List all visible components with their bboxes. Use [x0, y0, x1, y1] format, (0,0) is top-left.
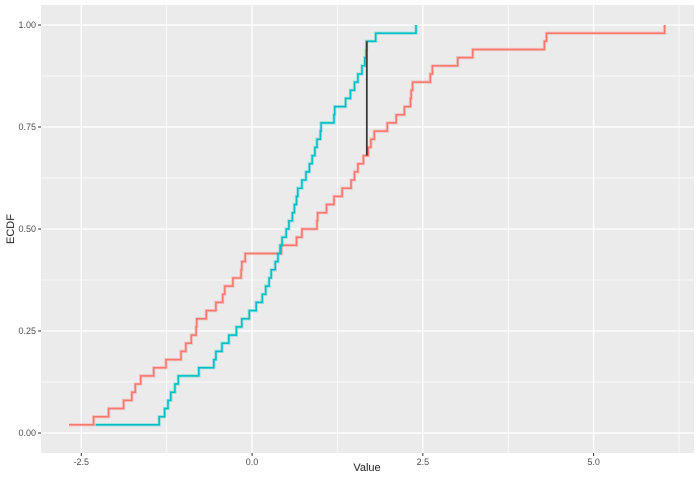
y-tick-label: 0.25 — [18, 326, 36, 336]
x-tick-label: 2.5 — [417, 457, 430, 467]
major-gridlines — [41, 5, 694, 453]
ecdf-step-lines — [69, 25, 667, 427]
y-tick-label: 0.75 — [18, 122, 36, 132]
x-tick-label: 5.0 — [587, 457, 600, 467]
ecdf-line-sample-1 — [69, 25, 666, 426]
ecdf-line-sample-2 — [95, 25, 417, 426]
y-tick-label: 0.00 — [18, 428, 36, 438]
y-tick-label: 1.00 — [18, 20, 36, 30]
x-tick-label: 0.0 — [246, 457, 259, 467]
y-axis-title: ECDF — [5, 214, 17, 244]
y-tick-label: 0.50 — [18, 224, 36, 234]
axis-tick-labels: -2.5 0.0 2.5 5.0 0.00 0.25 0.50 0.75 1.00 — [18, 20, 599, 467]
axis-tick-marks — [38, 24, 595, 456]
x-axis-title: Value — [353, 462, 380, 474]
x-tick-label: -2.5 — [74, 457, 90, 467]
